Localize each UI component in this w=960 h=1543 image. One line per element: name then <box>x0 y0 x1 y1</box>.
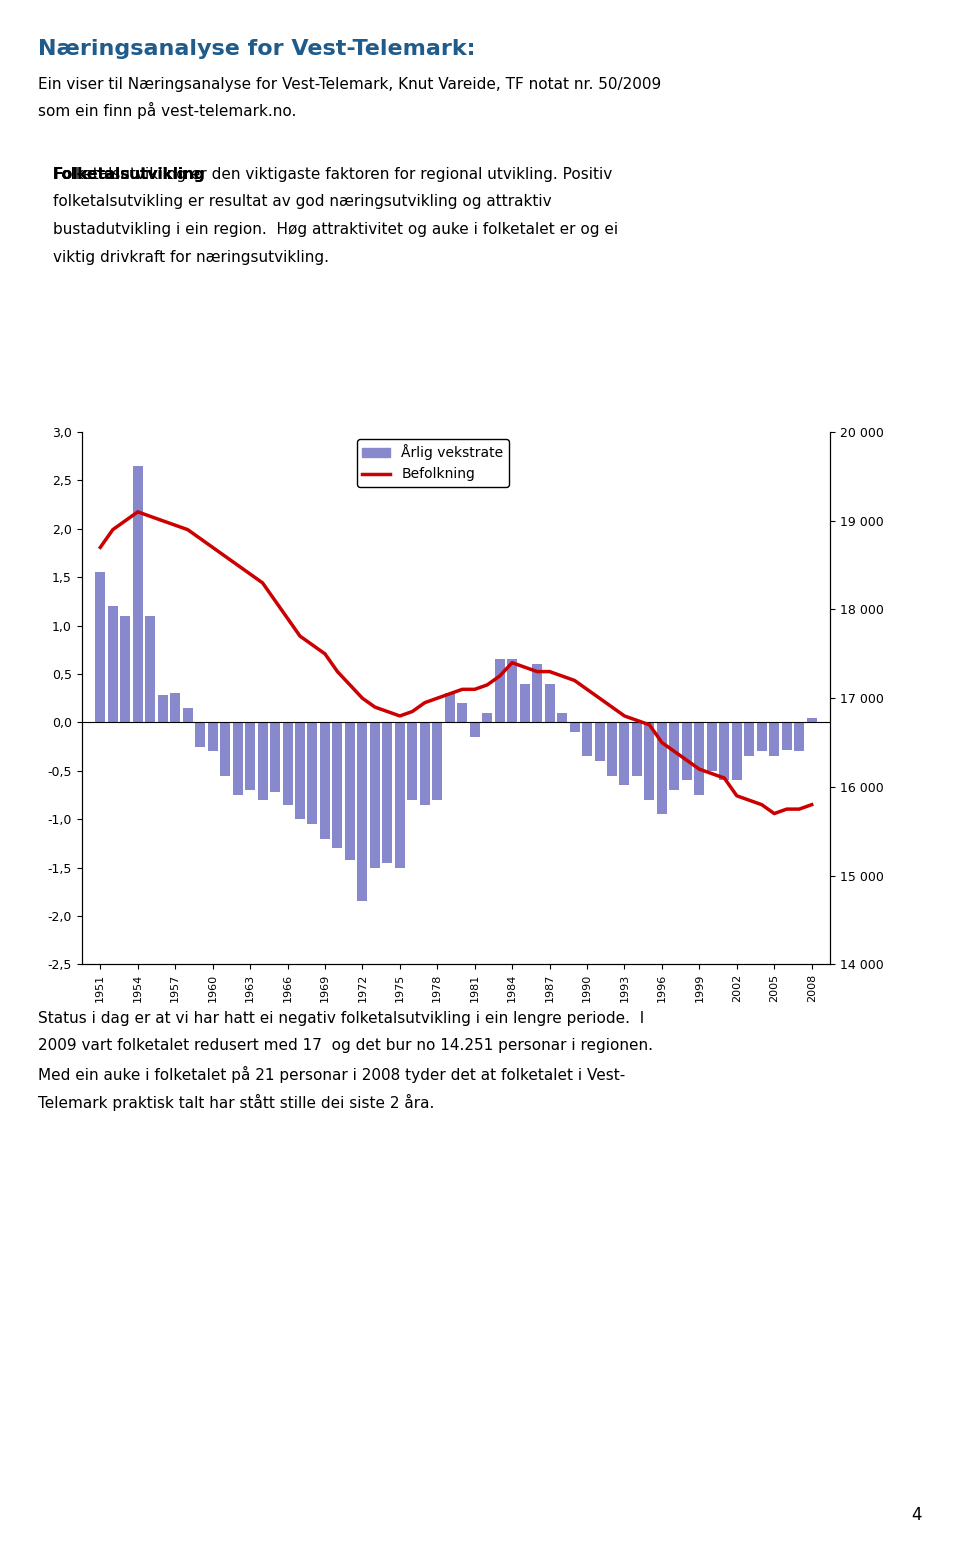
Text: Ein viser til Næringsanalyse for Vest-Telemark, Knut Vareide, TF notat nr. 50/20: Ein viser til Næringsanalyse for Vest-Te… <box>38 77 661 93</box>
Bar <box>732 722 742 781</box>
Bar <box>407 722 418 799</box>
Bar <box>669 722 680 790</box>
Bar <box>607 722 617 776</box>
Bar <box>544 684 555 722</box>
Bar <box>619 722 630 785</box>
Text: bustadutvikling i ein region.  Høg attraktivitet og auke i folketalet er og ei: bustadutvikling i ein region. Høg attrak… <box>53 222 618 238</box>
Bar <box>157 696 168 722</box>
Text: Næringsanalyse for Vest-Telemark:: Næringsanalyse for Vest-Telemark: <box>38 39 476 59</box>
Text: Folketalsutvikling: Folketalsutvikling <box>53 167 205 182</box>
Bar <box>182 708 193 722</box>
Text: Folketalsutvikling: Folketalsutvikling <box>53 167 205 182</box>
Bar <box>432 722 443 799</box>
Bar <box>295 722 305 819</box>
Bar <box>370 722 380 867</box>
Text: Folketalsutvikling er den viktigaste faktoren for regional utvikling. Positiv: Folketalsutvikling er den viktigaste fak… <box>53 167 612 182</box>
Bar <box>245 722 255 790</box>
Bar <box>569 722 580 731</box>
Bar <box>232 722 243 795</box>
Bar <box>207 722 218 751</box>
Text: som ein finn på vest-telemark.no.: som ein finn på vest-telemark.no. <box>38 102 297 119</box>
Bar <box>719 722 730 781</box>
Bar <box>307 722 318 824</box>
Legend: Årlig vekstrate, Befolkning: Årlig vekstrate, Befolkning <box>357 440 509 488</box>
Bar <box>769 722 780 756</box>
Bar <box>494 659 505 722</box>
Bar <box>257 722 268 799</box>
Bar <box>332 722 343 849</box>
Bar <box>806 717 817 722</box>
Bar <box>682 722 692 781</box>
Bar <box>444 693 455 722</box>
Text: 4: 4 <box>911 1506 922 1524</box>
Bar <box>270 722 280 792</box>
Bar <box>644 722 655 799</box>
Text: folketalsutvikling er resultat av god næringsutvikling og attraktiv: folketalsutvikling er resultat av god næ… <box>53 194 551 210</box>
Bar <box>756 722 767 751</box>
Bar <box>382 722 393 863</box>
Bar <box>420 722 430 805</box>
Bar <box>395 722 405 867</box>
Bar <box>469 722 480 738</box>
Bar <box>557 713 567 722</box>
Bar <box>345 722 355 859</box>
Bar <box>594 722 605 761</box>
Bar <box>320 722 330 838</box>
Text: viktig drivkraft for næringsutvikling.: viktig drivkraft for næringsutvikling. <box>53 250 328 265</box>
Bar <box>582 722 592 756</box>
Bar <box>132 466 143 722</box>
Bar <box>357 722 368 901</box>
Bar <box>95 572 106 722</box>
Bar <box>519 684 530 722</box>
Bar <box>632 722 642 776</box>
Bar <box>220 722 230 776</box>
Bar <box>145 616 156 722</box>
Bar <box>707 722 717 772</box>
Bar <box>482 713 492 722</box>
Bar <box>170 693 180 722</box>
Bar <box>282 722 293 805</box>
Text: Status i dag er at vi har hatt ei negativ folketalsutvikling i ein lengre period: Status i dag er at vi har hatt ei negati… <box>38 1011 645 1026</box>
Bar <box>744 722 755 756</box>
Text: Med ein auke i folketalet på 21 personar i 2008 tyder det at folketalet i Vest-: Med ein auke i folketalet på 21 personar… <box>38 1066 626 1083</box>
Text: Telemark praktisk talt har stått stille dei siste 2 åra.: Telemark praktisk talt har stått stille … <box>38 1094 435 1111</box>
Bar <box>120 616 131 722</box>
Bar <box>108 606 118 722</box>
Bar <box>457 704 468 722</box>
Bar <box>794 722 804 751</box>
Bar <box>532 665 542 722</box>
Bar <box>507 659 517 722</box>
Bar <box>781 722 792 750</box>
Text: 2009 vart folketalet redusert med 17  og det bur no 14.251 personar i regionen.: 2009 vart folketalet redusert med 17 og … <box>38 1038 654 1054</box>
Bar <box>657 722 667 815</box>
Bar <box>694 722 705 795</box>
Bar <box>195 722 205 747</box>
